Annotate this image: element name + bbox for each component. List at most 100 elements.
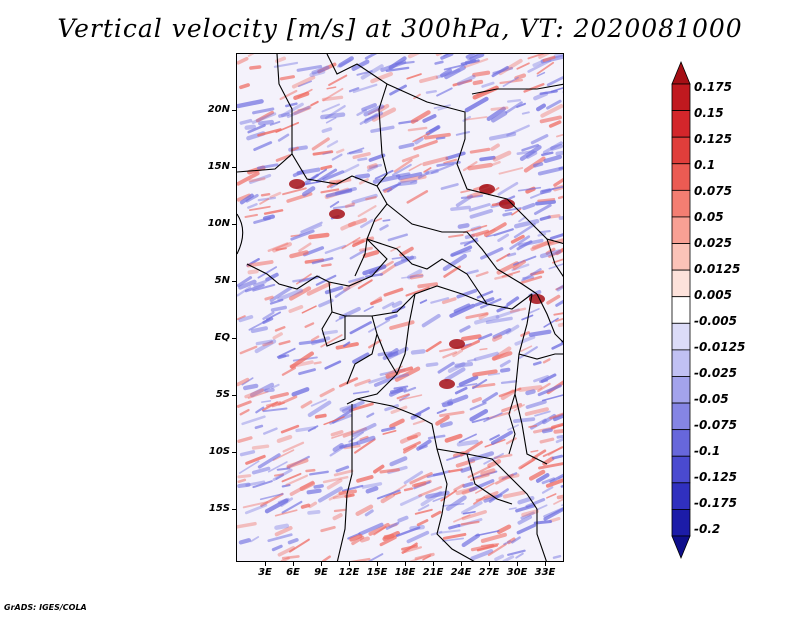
boundary-line <box>354 238 368 277</box>
boundary-line <box>386 203 538 295</box>
colorbar-label: 0.15 <box>694 106 724 120</box>
colorbar-label: 0.175 <box>694 80 732 94</box>
lon-label: 33E <box>534 567 556 578</box>
boundary-line <box>508 393 516 455</box>
colorbar-label: 0.05 <box>694 210 724 224</box>
lat-label: EQ <box>214 332 230 343</box>
lat-label: 5N <box>214 275 230 286</box>
boundary-line <box>321 311 346 347</box>
colorbar-label: 0.1 <box>694 158 716 172</box>
boundary-line <box>466 453 513 505</box>
boundary-line <box>471 83 563 95</box>
boundary-line <box>328 281 378 385</box>
boundary-line <box>386 83 563 245</box>
velocity-field <box>237 54 563 561</box>
lat-label: 15S <box>208 503 230 514</box>
colorbar-label: 0.0125 <box>694 262 741 276</box>
colorbar-segment <box>671 296 691 324</box>
colorbar-label: -0.025 <box>694 366 737 380</box>
colorbar-segment <box>671 60 691 85</box>
lon-tick <box>377 562 378 566</box>
colorbar-segment <box>671 216 691 244</box>
lon-tick <box>321 562 322 566</box>
lat-label: 20N <box>207 104 230 115</box>
boundary-line <box>536 293 563 343</box>
lat-label: 10N <box>207 218 230 229</box>
lon-label: 18E <box>394 567 416 578</box>
boundary-line <box>371 285 533 317</box>
colorbar-label: 0.025 <box>694 236 732 250</box>
boundary-line <box>366 238 488 305</box>
lon-label: 12E <box>338 567 360 578</box>
lon-label: 3E <box>258 567 272 578</box>
colorbar-segment <box>671 189 691 218</box>
lat-label: 10S <box>208 446 230 457</box>
colorbar-segment <box>671 163 691 191</box>
colorbar-label: -0.05 <box>694 392 729 406</box>
lat-tick <box>232 281 236 282</box>
colorbar-segment <box>671 243 691 271</box>
lon-label: 6E <box>286 567 300 578</box>
colorbar-segment <box>671 429 691 457</box>
colorbar-segment <box>671 136 691 165</box>
lat-tick <box>232 167 236 168</box>
colorbar-segment <box>671 110 691 138</box>
lon-tick <box>293 562 294 566</box>
colorbar-label: -0.005 <box>694 314 737 328</box>
colorbar-segment <box>671 535 691 560</box>
lat-tick <box>232 509 236 510</box>
boundary-line <box>237 213 244 255</box>
lon-tick <box>517 562 518 566</box>
colorbar-label: 0.125 <box>694 132 732 146</box>
lat-tick <box>232 224 236 225</box>
boundary-line <box>436 448 475 561</box>
map-panel <box>236 53 564 562</box>
lon-label: 30E <box>506 567 528 578</box>
colorbar-segment <box>671 349 691 377</box>
lat-tick <box>232 395 236 396</box>
boundary-line <box>546 238 563 277</box>
colorbar-label: -0.2 <box>694 522 721 536</box>
boundary-line <box>536 509 547 561</box>
boundary-line <box>356 398 538 510</box>
colorbar-segment <box>671 322 691 351</box>
boundary-line <box>336 404 353 561</box>
colorbar <box>671 60 691 560</box>
chart-title: Vertical velocity [m/s] at 300hPa, VT: 2… <box>57 14 743 43</box>
lon-label: 15E <box>366 567 388 578</box>
lon-tick <box>433 562 434 566</box>
lon-tick <box>405 562 406 566</box>
country-boundaries <box>237 54 563 561</box>
boundary-line <box>326 54 388 187</box>
lon-tick <box>461 562 462 566</box>
lon-label: 9E <box>314 567 328 578</box>
velocity-field-map <box>237 54 563 561</box>
lat-tick <box>232 110 236 111</box>
colorbar-segment <box>671 83 691 111</box>
colorbar-segment <box>671 402 691 431</box>
colorbar-label: -0.1 <box>694 444 721 458</box>
grads-credit: GrADS: IGES/COLA <box>4 603 87 612</box>
lat-label: 15N <box>207 161 230 172</box>
colorbar-segment <box>671 376 691 404</box>
lat-tick <box>232 452 236 453</box>
boundary-line <box>518 353 563 360</box>
colorbar-label: 0.075 <box>694 184 732 198</box>
lon-label: 21E <box>422 567 444 578</box>
colorbar-segment <box>671 455 691 484</box>
colorbar-segment <box>671 482 691 510</box>
colorbar-label: -0.0125 <box>694 340 746 354</box>
colorbar-label: -0.075 <box>694 418 737 432</box>
colorbar-segment <box>671 509 691 537</box>
lon-tick <box>265 562 266 566</box>
lon-label: 24E <box>450 567 472 578</box>
colorbar-segment <box>671 269 691 298</box>
colorbar-label: -0.125 <box>694 470 737 484</box>
lon-tick <box>489 562 490 566</box>
lon-label: 27E <box>478 567 500 578</box>
colorbar-label: 0.005 <box>694 288 732 302</box>
lon-tick <box>349 562 350 566</box>
lon-tick <box>545 562 546 566</box>
boundary-line <box>376 333 398 375</box>
lat-tick <box>232 338 236 339</box>
